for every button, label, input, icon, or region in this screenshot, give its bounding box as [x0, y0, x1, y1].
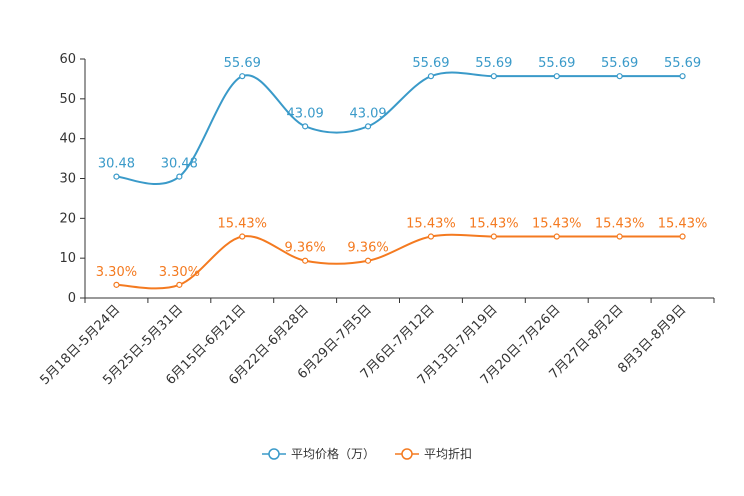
y-tick-label: 0 [68, 291, 76, 306]
series-1: 30.48 30.48 55.69 43.09 43.09 55.69 55.69 55.69… [98, 56, 701, 186]
data-label: 30.48 [161, 157, 198, 172]
data-label: 15.43% [658, 217, 708, 232]
data-point[interactable] [616, 73, 623, 80]
y-tick-label: 20 [59, 211, 76, 226]
data-label: 15.43% [532, 217, 582, 232]
data-point[interactable] [553, 233, 560, 240]
data-label: 43.09 [349, 106, 386, 121]
legend-label: 平均价格（万） [291, 446, 375, 461]
legend-item-2[interactable]: 平均折扣 [395, 446, 472, 461]
data-point[interactable] [553, 73, 560, 80]
data-label: 9.36% [347, 241, 388, 256]
data-point[interactable] [176, 281, 183, 288]
data-label: 55.69 [224, 56, 261, 71]
data-point[interactable] [679, 233, 686, 240]
data-point[interactable] [113, 281, 120, 288]
series-line [116, 233, 683, 290]
y-tick-label: 30 [59, 172, 76, 187]
legend-marker-icon [401, 448, 413, 460]
y-tick-label: 10 [59, 251, 76, 266]
y-tick-label: 60 [59, 52, 76, 67]
data-label: 55.69 [538, 56, 575, 71]
data-point[interactable] [239, 73, 246, 80]
data-point[interactable] [490, 73, 497, 80]
data-label: 15.43% [217, 217, 267, 232]
data-label: 9.36% [284, 241, 325, 256]
data-point[interactable] [679, 73, 686, 80]
series-line [116, 71, 683, 186]
series-2: 3.30% 3.30% 15.43% 9.36% 9.36% 15.43% 15.43% 15… [96, 217, 708, 290]
data-label: 55.69 [601, 56, 638, 71]
data-label: 3.30% [159, 265, 200, 280]
data-point[interactable] [364, 257, 372, 264]
data-point[interactable] [490, 233, 497, 240]
legend-marker-icon [268, 448, 280, 460]
x-tick-label: 8月3日-8月9日 [615, 302, 689, 376]
data-point[interactable] [302, 257, 309, 264]
data-point[interactable] [427, 233, 435, 240]
data-point[interactable] [616, 233, 623, 240]
data-label: 55.69 [412, 56, 449, 71]
series-layer: 30.48 30.48 55.69 43.09 43.09 55.69 55.69 55.69… [96, 56, 708, 290]
legend-label: 平均折扣 [424, 446, 472, 461]
y-tick-label: 40 [59, 132, 76, 147]
data-label: 55.69 [664, 56, 701, 71]
data-point[interactable] [302, 123, 309, 130]
data-point[interactable] [364, 123, 372, 130]
data-label: 15.43% [595, 217, 645, 232]
data-label: 43.09 [287, 106, 324, 121]
data-label: 55.69 [475, 56, 512, 71]
legend-item-1[interactable]: 平均价格（万） [262, 446, 375, 461]
y-tick-label: 50 [59, 92, 76, 107]
data-label: 15.43% [406, 217, 456, 232]
data-label: 30.48 [98, 157, 135, 172]
data-point[interactable] [113, 173, 120, 180]
data-label: 3.30% [96, 265, 137, 280]
data-point[interactable] [427, 73, 435, 80]
data-label: 15.43% [469, 217, 519, 232]
data-point[interactable] [176, 173, 183, 180]
legend[interactable]: 平均价格（万） 平均折扣 [262, 446, 472, 461]
data-point[interactable] [239, 233, 246, 240]
